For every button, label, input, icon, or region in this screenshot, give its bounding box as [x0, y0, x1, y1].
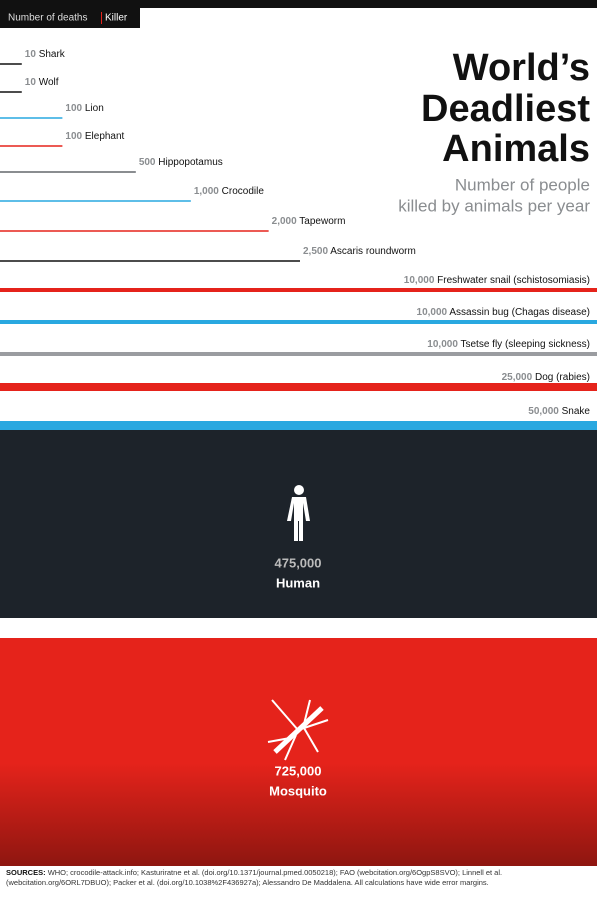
bar-label: 500 Hippopotamus: [139, 157, 223, 168]
category-label: Lion: [85, 103, 104, 114]
bar-label: 50,000 Snake: [528, 406, 590, 417]
bar: [0, 117, 63, 119]
bar-label: 10,000 Tsetse fly (sleeping sickness): [427, 339, 590, 350]
value-label: 1,000: [194, 186, 219, 197]
bar-label: 25,000 Dog (rabies): [502, 372, 590, 383]
bar-label: 100 Elephant: [65, 131, 124, 142]
subtitle: killed by animals per year: [398, 196, 590, 215]
category-label: Dog (rabies): [535, 372, 590, 383]
category-label: Hippopotamus: [158, 157, 222, 168]
bar: [0, 383, 597, 391]
chart: Number of deaths Killer World’s Deadlies…: [0, 0, 597, 866]
bar: [0, 352, 597, 356]
category-label: Tsetse fly (sleeping sickness): [461, 339, 591, 350]
highlight-value: 475,000: [275, 555, 322, 570]
value-label: 50,000: [528, 406, 559, 417]
sources-label: SOURCES:: [6, 868, 46, 877]
mosquito-wings: [267, 699, 329, 761]
highlight-block: [0, 638, 597, 866]
value-label: 10,000: [404, 275, 435, 286]
value-label: 10: [25, 49, 37, 60]
bar: [0, 288, 597, 292]
legend-divider: [101, 12, 102, 24]
value-label: 100: [65, 131, 82, 142]
title: Animals: [442, 128, 590, 170]
bar: [0, 200, 191, 202]
category-label: Tapeworm: [299, 216, 345, 227]
value-label: 10,000: [427, 339, 458, 350]
value-label: 2,000: [272, 216, 297, 227]
title: World’s: [453, 47, 590, 89]
bar-label: 10,000 Assassin bug (Chagas disease): [417, 307, 590, 318]
value-label: 2,500: [303, 246, 328, 257]
category-label: Crocodile: [222, 186, 265, 197]
top-rule: [0, 0, 597, 8]
category-label: Freshwater snail (schistosomiasis): [437, 275, 590, 286]
bar: [0, 63, 22, 65]
bar-label: 100 Lion: [65, 103, 103, 114]
bar-label: 10,000 Freshwater snail (schistosomiasis…: [404, 275, 590, 286]
category-label: Shark: [39, 49, 66, 60]
title: Deadliest: [421, 88, 590, 130]
value-label: 500: [139, 157, 156, 168]
bar: [0, 91, 22, 93]
value-label: 10: [25, 77, 37, 88]
legend-tag-box: [0, 8, 140, 28]
category-label: Ascaris roundworm: [330, 246, 416, 257]
human-head: [294, 485, 304, 495]
human-body: [287, 497, 310, 541]
highlight-name: Mosquito: [269, 783, 327, 798]
category-label: Elephant: [85, 131, 125, 142]
sources-text: WHO; crocodile-attack.info; Kasturiratne…: [6, 868, 503, 887]
mosquito-icon: [267, 699, 329, 761]
bar-label: 10 Shark: [25, 49, 66, 60]
bar-label: 1,000 Crocodile: [194, 186, 264, 197]
category-label: Assassin bug (Chagas disease): [449, 307, 590, 318]
highlight-block: [0, 430, 597, 618]
category-label: Wolf: [39, 77, 59, 88]
value-label: 10,000: [417, 307, 448, 318]
bar: [0, 320, 597, 324]
bar: [0, 230, 269, 232]
bar-label: 10 Wolf: [25, 77, 59, 88]
highlight-name: Human: [276, 575, 320, 590]
highlight-value: 725,000: [275, 763, 322, 778]
bar: [0, 145, 63, 147]
subtitle: Number of people: [455, 175, 590, 194]
legend-tag: Number of deaths: [8, 13, 88, 24]
bar-label: 2,000 Tapeworm: [272, 216, 346, 227]
bar-label: 2,500 Ascaris roundworm: [303, 246, 416, 257]
legend-tag: Killer: [105, 13, 128, 24]
category-label: Snake: [562, 406, 591, 417]
bar: [0, 260, 300, 262]
value-label: 25,000: [502, 372, 533, 383]
human-icon: [287, 485, 310, 541]
sources: SOURCES: WHO; crocodile-attack.info; Kas…: [6, 868, 594, 888]
value-label: 100: [65, 103, 82, 114]
bar: [0, 171, 136, 173]
